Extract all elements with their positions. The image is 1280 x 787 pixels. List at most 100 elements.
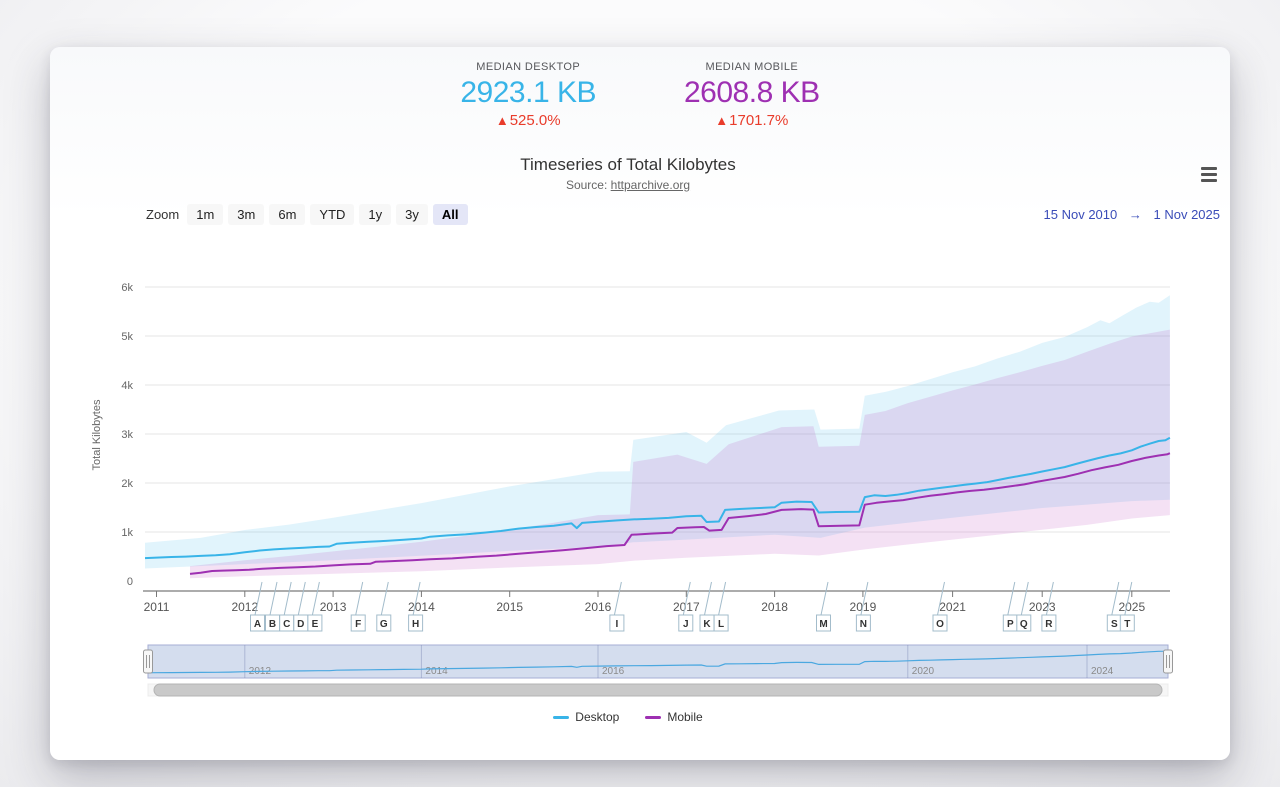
up-triangle-icon: ▲ — [715, 113, 729, 128]
flag-R[interactable]: R — [1041, 581, 1057, 632]
flag-I[interactable]: I — [609, 581, 625, 632]
y-tick-label: 2k — [121, 478, 133, 490]
legend-item-desktop[interactable]: Desktop — [553, 710, 619, 724]
range-arrow-icon: → — [1128, 206, 1142, 222]
flag-L[interactable]: L — [713, 581, 729, 632]
flag-K[interactable]: K — [699, 581, 715, 632]
summary-stats: MEDIAN DESKTOP 2923.1 KB ▲525.0% MEDIAN … — [50, 61, 1230, 129]
stat-desktop-label: MEDIAN DESKTOP — [476, 61, 581, 73]
stat-mobile-value: 2608.8 KB — [684, 76, 820, 109]
stat-desktop-value: 2923.1 KB — [460, 76, 596, 109]
x-tick-label: 2018 — [761, 600, 788, 614]
range-button-6m[interactable]: 6m — [269, 203, 306, 225]
flag-C[interactable]: C — [279, 581, 295, 632]
flag-G[interactable]: G — [376, 581, 392, 632]
svg-text:G: G — [380, 619, 388, 630]
flag-O[interactable]: O — [932, 581, 948, 632]
series-line-mobile[interactable] — [189, 452, 1171, 575]
svg-text:S: S — [1111, 619, 1118, 630]
svg-text:J: J — [683, 619, 689, 630]
stat-mobile-delta-text: 1701.7% — [729, 112, 789, 129]
x-tick-label: 2021 — [939, 600, 966, 614]
flag-S[interactable]: S — [1106, 581, 1122, 632]
svg-text:C: C — [283, 619, 290, 630]
range-button-ytd[interactable]: YTD — [310, 203, 355, 225]
annotation-flags: A B C D E F G H I J K L M — [250, 581, 1135, 632]
legend-label: Mobile — [667, 710, 703, 724]
navigator-handle-right[interactable] — [1163, 649, 1173, 674]
svg-text:B: B — [269, 619, 276, 630]
scrollbar-thumb[interactable] — [153, 683, 1163, 697]
x-tick-label: 2013 — [320, 600, 347, 614]
flag-T[interactable]: T — [1119, 581, 1135, 632]
flag-D[interactable]: D — [293, 581, 309, 632]
svg-text:D: D — [297, 619, 304, 630]
stat-median-mobile: MEDIAN MOBILE 2608.8 KB ▲1701.7% — [684, 61, 820, 129]
y-grid: 0 1k 2k 3k 4k 5k 6k — [121, 282, 1170, 588]
range-dates: 15 Nov 2010 → 1 Nov 2025 — [1044, 207, 1220, 222]
x-tick-label: 2012 — [231, 600, 258, 614]
range-to-date[interactable]: 1 Nov 2025 — [1153, 206, 1221, 222]
y-tick-label: 0 — [127, 576, 133, 588]
hamburger-menu-icon[interactable] — [1196, 163, 1222, 185]
svg-text:N: N — [860, 619, 867, 630]
flag-N[interactable]: N — [855, 581, 871, 632]
band-mobile — [190, 329, 1170, 579]
report-card: MEDIAN DESKTOP 2923.1 KB ▲525.0% MEDIAN … — [50, 47, 1230, 760]
flag-H[interactable]: H — [408, 581, 424, 632]
stat-desktop-delta: ▲525.0% — [460, 112, 596, 129]
y-tick-label: 3k — [121, 429, 133, 441]
navigator-mask[interactable] — [147, 644, 1169, 679]
svg-text:I: I — [616, 619, 619, 630]
svg-text:Q: Q — [1020, 619, 1028, 630]
svg-text:L: L — [718, 619, 724, 630]
navigator-label: 2020 — [912, 666, 935, 677]
svg-text:P: P — [1007, 619, 1014, 630]
range-button-3y[interactable]: 3y — [396, 203, 428, 225]
flag-P[interactable]: P — [1002, 581, 1018, 632]
band-desktop — [145, 295, 1170, 569]
flag-A[interactable]: A — [250, 581, 265, 632]
flag-E[interactable]: E — [307, 581, 323, 632]
flag-F[interactable]: F — [350, 581, 366, 632]
zoom-label: Zoom — [146, 206, 180, 222]
range-button-3m[interactable]: 3m — [228, 203, 265, 225]
x-tick-label: 2015 — [496, 600, 523, 614]
y-tick-label: 4k — [121, 380, 133, 392]
legend-swatch-icon — [645, 715, 662, 719]
y-axis-title: Total Kilobytes — [91, 399, 103, 470]
stat-desktop-delta-text: 525.0% — [509, 112, 561, 129]
legend-item-mobile[interactable]: Mobile — [645, 710, 703, 724]
flag-J[interactable]: J — [678, 581, 694, 632]
range-button-1m[interactable]: 1m — [187, 203, 224, 225]
navigator-label: 2014 — [425, 666, 448, 677]
svg-text:A: A — [254, 619, 261, 630]
svg-text:K: K — [703, 619, 711, 630]
navigator-series-line — [144, 650, 1170, 674]
x-tick-label: 2017 — [673, 600, 700, 614]
flag-M[interactable]: M — [816, 581, 831, 632]
y-tick-label: 5k — [121, 331, 133, 343]
flag-Q[interactable]: Q — [1016, 581, 1032, 632]
series-line-desktop[interactable] — [144, 436, 1171, 560]
chart-title: Timeseries of Total Kilobytes — [520, 155, 736, 174]
range-button-all[interactable]: All — [432, 203, 468, 225]
chart-legend: Desktop Mobile — [78, 710, 1178, 724]
navigator-handle-left[interactable] — [143, 649, 153, 674]
y-tick-label: 6k — [121, 282, 133, 294]
x-tick-label: 2014 — [408, 600, 435, 614]
x-tick-label: 2025 — [1118, 600, 1145, 614]
chart-subtitle-prefix: Source: — [565, 178, 611, 192]
source-link[interactable]: httparchive.org — [610, 178, 691, 192]
flag-B[interactable]: B — [265, 581, 280, 632]
chart-subtitle: Source: httparchive.org — [78, 178, 1178, 192]
navigator: 2012 2014 2016 2020 2024 — [143, 644, 1173, 679]
range-button-1y[interactable]: 1y — [359, 203, 392, 225]
stat-mobile-delta: ▲1701.7% — [684, 112, 820, 129]
timeseries-plot[interactable]: 0 1k 2k 3k 4k 5k 6k Total Kilobytes 2011 2012 2013… — [78, 250, 1178, 710]
range-from-date[interactable]: 15 Nov 2010 — [1043, 206, 1118, 222]
stat-median-desktop: MEDIAN DESKTOP 2923.1 KB ▲525.0% — [460, 61, 596, 129]
navigator-label: 2024 — [1091, 666, 1114, 677]
x-tick-label: 2011 — [144, 600, 170, 614]
range-selector: Zoom 1m 3m 6m YTD 1y 3y All 15 Nov 2010 → 1 No… — [146, 202, 1220, 226]
